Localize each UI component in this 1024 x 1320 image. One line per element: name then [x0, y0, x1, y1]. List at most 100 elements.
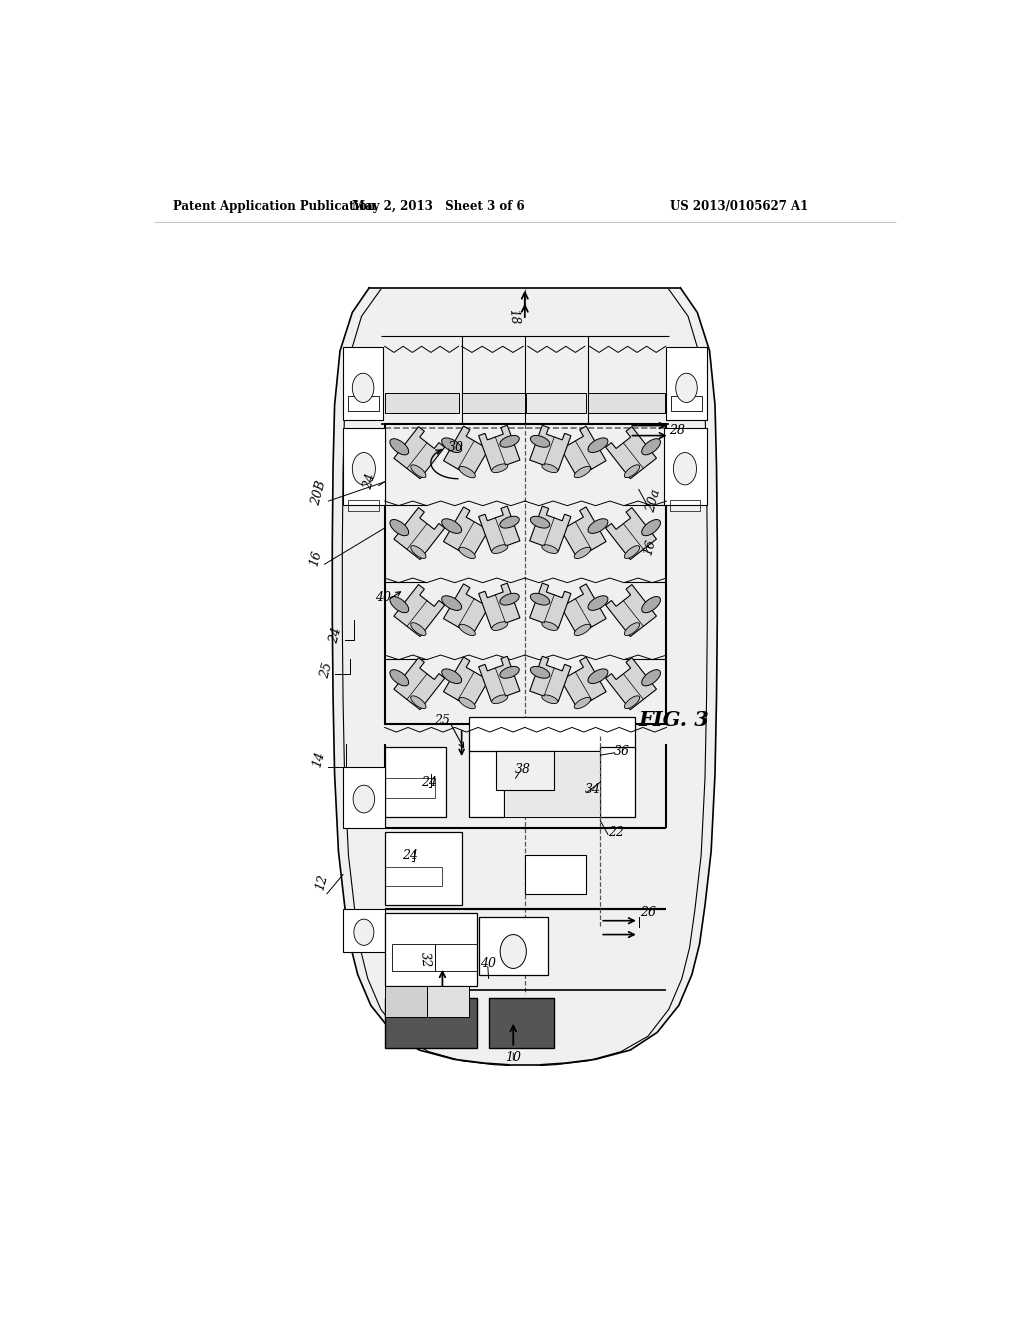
Ellipse shape: [642, 520, 660, 536]
Bar: [343, 347, 383, 420]
Bar: [392, 944, 435, 970]
Ellipse shape: [411, 465, 426, 478]
Text: 40: 40: [480, 957, 496, 970]
Bar: [671, 396, 701, 411]
Ellipse shape: [530, 667, 550, 678]
Ellipse shape: [411, 696, 426, 709]
Text: 25: 25: [318, 661, 335, 680]
Polygon shape: [478, 656, 520, 701]
Bar: [526, 393, 587, 412]
Text: US 2013/0105627 A1: US 2013/0105627 A1: [670, 199, 808, 213]
Ellipse shape: [676, 374, 697, 403]
Polygon shape: [557, 426, 606, 478]
Bar: [435, 944, 477, 970]
Text: 24: 24: [402, 849, 418, 862]
Text: 38: 38: [515, 763, 531, 776]
Ellipse shape: [353, 785, 375, 813]
Text: 18: 18: [506, 308, 520, 325]
Ellipse shape: [500, 516, 519, 528]
Bar: [343, 767, 385, 829]
Ellipse shape: [459, 466, 475, 478]
Ellipse shape: [542, 694, 558, 704]
Bar: [385, 913, 477, 986]
Text: 14: 14: [311, 750, 328, 768]
Ellipse shape: [588, 669, 608, 684]
Ellipse shape: [574, 624, 591, 636]
Text: FIG. 3: FIG. 3: [639, 710, 710, 730]
Polygon shape: [478, 583, 520, 628]
Bar: [504, 751, 600, 817]
Ellipse shape: [625, 696, 640, 709]
Ellipse shape: [352, 453, 376, 484]
Ellipse shape: [459, 624, 475, 636]
Bar: [469, 717, 635, 751]
Polygon shape: [443, 583, 493, 635]
Ellipse shape: [588, 438, 608, 453]
Text: 26: 26: [640, 907, 656, 920]
Bar: [385, 393, 459, 412]
Bar: [385, 998, 477, 1048]
Ellipse shape: [542, 622, 558, 631]
Ellipse shape: [492, 694, 508, 704]
Bar: [667, 347, 707, 420]
Polygon shape: [557, 657, 606, 709]
Ellipse shape: [441, 438, 462, 453]
Text: 22: 22: [607, 825, 624, 838]
Text: 40: 40: [375, 591, 391, 603]
Text: 34: 34: [585, 783, 600, 796]
Bar: [348, 499, 379, 511]
Bar: [385, 832, 462, 906]
Ellipse shape: [492, 545, 508, 553]
Text: 20a: 20a: [645, 488, 664, 513]
Bar: [385, 986, 427, 1016]
Ellipse shape: [390, 669, 409, 686]
Ellipse shape: [530, 593, 550, 605]
Polygon shape: [394, 426, 444, 479]
Text: 24: 24: [421, 776, 437, 788]
Text: 30: 30: [447, 441, 464, 454]
Polygon shape: [443, 507, 493, 558]
Bar: [343, 909, 385, 952]
Polygon shape: [394, 585, 444, 636]
Bar: [488, 998, 554, 1048]
Ellipse shape: [674, 453, 696, 484]
Ellipse shape: [542, 545, 558, 553]
Text: Patent Application Publication: Patent Application Publication: [173, 199, 376, 213]
Ellipse shape: [642, 669, 660, 686]
Ellipse shape: [574, 466, 591, 478]
Polygon shape: [443, 426, 493, 478]
Polygon shape: [529, 583, 571, 628]
Text: 16: 16: [642, 537, 658, 557]
Polygon shape: [333, 288, 717, 1065]
Ellipse shape: [530, 516, 550, 528]
Ellipse shape: [500, 593, 519, 605]
Polygon shape: [394, 507, 444, 560]
Text: 25: 25: [434, 714, 451, 727]
Polygon shape: [529, 425, 571, 470]
Bar: [478, 917, 548, 974]
Ellipse shape: [500, 667, 519, 678]
Bar: [588, 393, 665, 412]
Text: 16: 16: [307, 549, 324, 568]
Ellipse shape: [390, 597, 409, 612]
Text: May 2, 2013   Sheet 3 of 6: May 2, 2013 Sheet 3 of 6: [352, 199, 525, 213]
Ellipse shape: [441, 669, 462, 684]
Ellipse shape: [492, 622, 508, 631]
Ellipse shape: [500, 436, 519, 447]
Bar: [385, 424, 667, 725]
Ellipse shape: [530, 436, 550, 447]
Bar: [385, 867, 442, 886]
Polygon shape: [605, 507, 656, 560]
Bar: [348, 396, 379, 411]
Ellipse shape: [390, 520, 409, 536]
Ellipse shape: [459, 548, 475, 558]
Ellipse shape: [459, 697, 475, 709]
Bar: [665, 428, 707, 506]
Text: 32: 32: [418, 950, 433, 968]
Ellipse shape: [625, 465, 640, 478]
Polygon shape: [557, 583, 606, 635]
Bar: [385, 779, 435, 797]
Polygon shape: [478, 425, 520, 470]
Ellipse shape: [411, 545, 426, 558]
Bar: [385, 747, 446, 817]
